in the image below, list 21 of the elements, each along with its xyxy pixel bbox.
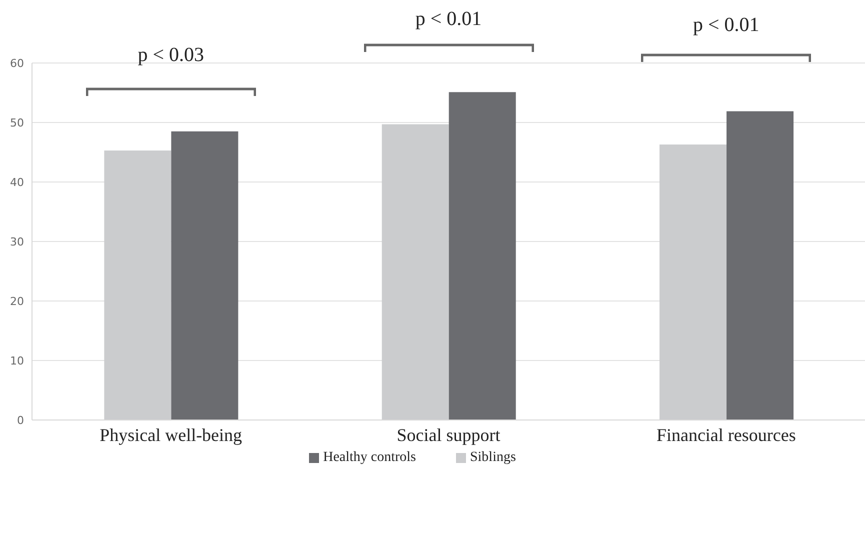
legend-label: Siblings (470, 450, 516, 465)
bar (104, 150, 172, 420)
y-tick-label: 40 (10, 176, 24, 189)
legend-label: Healthy controls (323, 450, 416, 465)
bar (726, 111, 794, 420)
y-tick-label: 10 (10, 354, 24, 368)
bar (660, 144, 727, 420)
text: p < 0.01 (414, 8, 483, 31)
bar (448, 92, 516, 420)
annotation: p < 0.03 (136, 44, 205, 67)
text: p < 0.01 (692, 14, 760, 37)
y-tick-label: 0 (17, 414, 24, 427)
y-tick-label: 60 (10, 56, 24, 70)
bar (382, 124, 449, 420)
bar (171, 131, 238, 420)
y-tick-label: 30 (10, 235, 24, 248)
x-tick-label: Social support (396, 424, 500, 445)
y-tick-label: 50 (10, 116, 24, 130)
y-tick-label: 20 (10, 294, 24, 308)
x-tick-label: Physical well-being (100, 424, 242, 445)
x-tick-label: Financial resources (656, 424, 796, 445)
